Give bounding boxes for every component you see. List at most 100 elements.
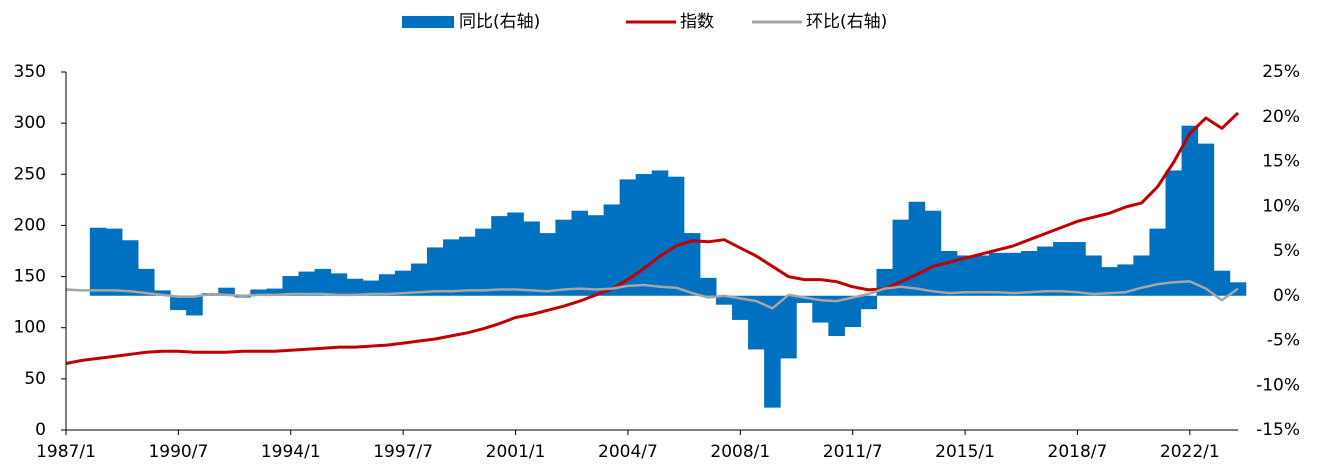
y2-tick-label: 20%: [1262, 107, 1300, 127]
bar: [137, 268, 155, 296]
line: [65, 111, 1240, 365]
bar: [1053, 242, 1070, 296]
bar: [892, 219, 910, 296]
bar: [298, 271, 316, 296]
bar: [924, 210, 942, 296]
line: [65, 280, 1239, 310]
bar: [1085, 255, 1102, 296]
bar: [170, 295, 187, 311]
bar: [362, 280, 380, 296]
bar: [619, 179, 637, 296]
bar: [972, 255, 990, 296]
bar: [860, 295, 878, 310]
bar: [1149, 228, 1167, 296]
bar: [266, 288, 283, 296]
bar: [812, 295, 829, 323]
bar: [940, 251, 958, 296]
bar: [523, 221, 540, 296]
bar: [683, 233, 701, 296]
y2-tick-label: -10%: [1256, 375, 1300, 395]
bar: [1101, 267, 1118, 296]
bar: [764, 295, 781, 408]
y2-tick-label: 10%: [1262, 196, 1300, 216]
bar: [394, 270, 412, 296]
y-tick-label: 50: [24, 369, 46, 389]
legend-label: 指数: [680, 12, 714, 32]
bar: [1037, 246, 1054, 296]
bar: [89, 227, 107, 296]
bar: [218, 287, 235, 296]
bar: [780, 295, 797, 359]
x-tick-label: 2008/1: [710, 442, 770, 462]
bar: [571, 210, 589, 296]
bar: [330, 273, 348, 296]
bar: [603, 204, 621, 296]
x-tick-label: 1990/7: [148, 442, 208, 462]
x-tick-label: 2015/1: [935, 442, 995, 462]
bar: [250, 289, 267, 296]
legend: 同比(右轴) 指数 环比(右轴): [402, 12, 887, 32]
bar: [732, 295, 749, 320]
x-tick-label: 2018/7: [1048, 442, 1108, 462]
x-tick-label: 2004/7: [598, 442, 658, 462]
bar: [491, 216, 508, 296]
y-tick-label: 350: [14, 62, 46, 82]
bar: [748, 295, 765, 350]
bar: [507, 212, 524, 296]
y-tick-label: 250: [14, 164, 46, 184]
x-tick-label: 2001/1: [486, 442, 546, 462]
bar: [1021, 251, 1038, 296]
bar: [426, 247, 444, 296]
y-tick-label: 0: [35, 420, 46, 440]
bar: [459, 236, 476, 296]
bar: [956, 255, 974, 296]
lines: [65, 111, 1240, 365]
y-tick-label: 150: [14, 267, 46, 287]
bar: [475, 228, 492, 296]
bar: [667, 176, 685, 296]
legend-swatch: [402, 16, 454, 28]
y-tick-label: 200: [14, 215, 46, 235]
y2-tick-label: -5%: [1267, 331, 1300, 351]
bar: [1181, 125, 1199, 296]
bar: [828, 295, 845, 337]
x-tick-label: 1997/7: [373, 442, 433, 462]
bar: [539, 233, 556, 296]
bar: [1117, 264, 1134, 296]
bar: [186, 295, 203, 316]
bar: [651, 170, 669, 296]
bar: [1165, 170, 1183, 296]
bar: [908, 201, 926, 296]
bar: [1213, 270, 1231, 296]
bar: [988, 252, 1006, 296]
x-tick-label: 2022/1: [1160, 442, 1220, 462]
bar: [796, 295, 813, 303]
bars: [89, 125, 1247, 408]
bar: [105, 228, 123, 296]
bar: [635, 174, 653, 296]
x-tick-label: 2011/7: [823, 442, 883, 462]
bar: [555, 219, 572, 296]
bar: [715, 295, 733, 305]
y2-tick-label: 5%: [1273, 241, 1300, 261]
bar: [1197, 143, 1215, 296]
bar: [314, 268, 332, 296]
bar: [1004, 252, 1022, 296]
x-tick-label: 1994/1: [261, 442, 321, 462]
bar: [699, 277, 717, 296]
bar: [378, 274, 396, 296]
bar: [443, 239, 460, 296]
y2-tick-label: 25%: [1262, 62, 1300, 82]
x-tick-label: 1987/1: [36, 442, 96, 462]
bar: [410, 263, 428, 296]
bar: [844, 295, 861, 328]
bar: [587, 215, 605, 296]
y2-tick-label: 15%: [1262, 152, 1300, 172]
bar: [121, 240, 139, 296]
bar: [154, 290, 171, 296]
y2-tick-label: 0%: [1273, 286, 1300, 306]
y-tick-label: 100: [14, 318, 46, 338]
y-tick-label: 300: [14, 113, 46, 133]
legend-label: 环比(右轴): [806, 12, 887, 32]
